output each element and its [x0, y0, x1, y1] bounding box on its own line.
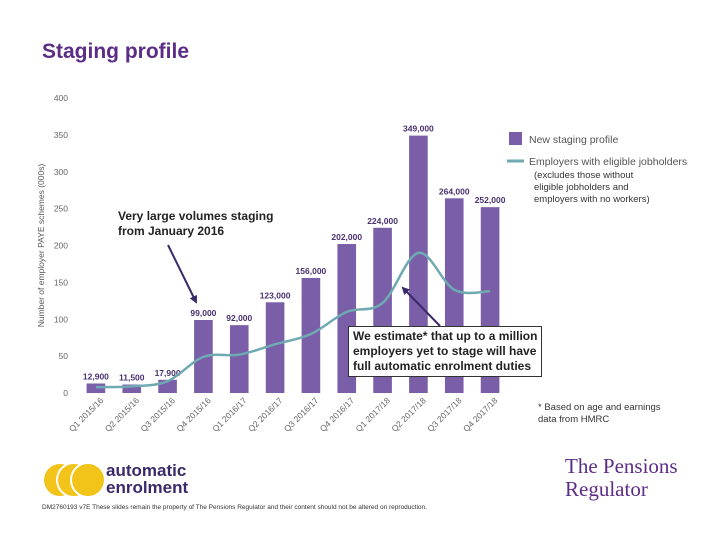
y-tick-label: 200 — [54, 241, 68, 251]
automatic-enrolment-logo: automatic enrolment — [40, 458, 200, 502]
bar-value-label: 17,900 — [155, 368, 181, 378]
line-series-note: (excludes those without eligible jobhold… — [534, 170, 650, 205]
bar — [301, 277, 321, 393]
y-tick-label: 150 — [54, 277, 68, 287]
bar — [229, 325, 249, 393]
line-series — [95, 251, 491, 389]
y-tick-label: 50 — [59, 351, 69, 361]
legend-label-bar: New staging profile — [529, 134, 618, 146]
callout-left: Very large volumes staging from January … — [118, 209, 274, 238]
ae-circles-icon — [42, 462, 106, 498]
footnote: * Based on age and earnings data from HM… — [538, 402, 661, 425]
legend-label-line: Employers with eligible jobholders — [529, 156, 687, 168]
bar-value-label: 12,900 — [83, 371, 109, 381]
x-tick-label: Q2 2016/17 — [246, 395, 285, 434]
bar-value-label: 349,000 — [403, 124, 434, 134]
line-path — [95, 251, 491, 389]
x-tick-label: Q3 2016/17 — [282, 395, 321, 434]
bar-value-label: 202,000 — [331, 232, 362, 242]
callout-arrows — [167, 244, 441, 327]
x-tick-label: Q2 2017/18 — [389, 395, 428, 434]
legend: New staging profile Employers with eligib… — [507, 132, 687, 168]
y-tick-label: 350 — [54, 130, 68, 140]
y-tick-label: 250 — [54, 204, 68, 214]
x-tick-label: Q1 2017/18 — [354, 395, 393, 434]
bar-value-label: 224,000 — [367, 216, 398, 226]
page-title: Staging profile — [42, 40, 189, 63]
callout-estimate-box: We estimate* that up to a million employ… — [348, 326, 543, 377]
y-axis: 0 50 100 150 200 250 300 350 400 Number of employ… — [36, 93, 68, 398]
legend-swatch-bar — [509, 132, 522, 145]
x-tick-label: Q3 2015/16 — [139, 395, 178, 434]
y-axis-label: Number of employer PAYE schemes (000s) — [36, 164, 46, 328]
bar-value-label: 92,000 — [226, 313, 252, 323]
footer-note: DM2760193 v7E These slides remain the pr… — [42, 504, 427, 511]
y-tick-label: 300 — [54, 167, 68, 177]
x-tick-label: Q1 2016/17 — [210, 395, 249, 434]
bar-value-label: 123,000 — [260, 290, 291, 300]
bar — [86, 383, 106, 393]
x-tick-label: Q4 2016/17 — [318, 395, 357, 434]
bar-value-label: 252,000 — [475, 195, 506, 205]
x-tick-label: Q1 2015/16 — [67, 395, 106, 434]
x-tick-label: Q3 2017/18 — [425, 395, 464, 434]
bar-value-label: 156,000 — [296, 266, 327, 276]
arrow-to-q4-bar — [167, 244, 197, 304]
x-tick-label: Q2 2015/16 — [103, 395, 142, 434]
bar-value-label: 264,000 — [439, 186, 470, 196]
bar-value-label: 11,500 — [119, 373, 145, 383]
pensions-regulator-logo: The Pensions Regulator — [565, 454, 678, 501]
y-tick-label: 400 — [54, 93, 68, 103]
bar — [265, 302, 285, 393]
arrow-to-line — [401, 286, 441, 327]
y-tick-label: 100 — [54, 314, 68, 324]
bar — [122, 384, 142, 393]
x-tick-label: Q4 2017/18 — [461, 395, 500, 434]
bar-value-label: 99,000 — [190, 308, 216, 318]
ae-logo-text: automatic enrolment — [106, 461, 189, 497]
x-tick-label: Q4 2015/16 — [174, 395, 213, 434]
y-tick-label: 0 — [63, 388, 68, 398]
